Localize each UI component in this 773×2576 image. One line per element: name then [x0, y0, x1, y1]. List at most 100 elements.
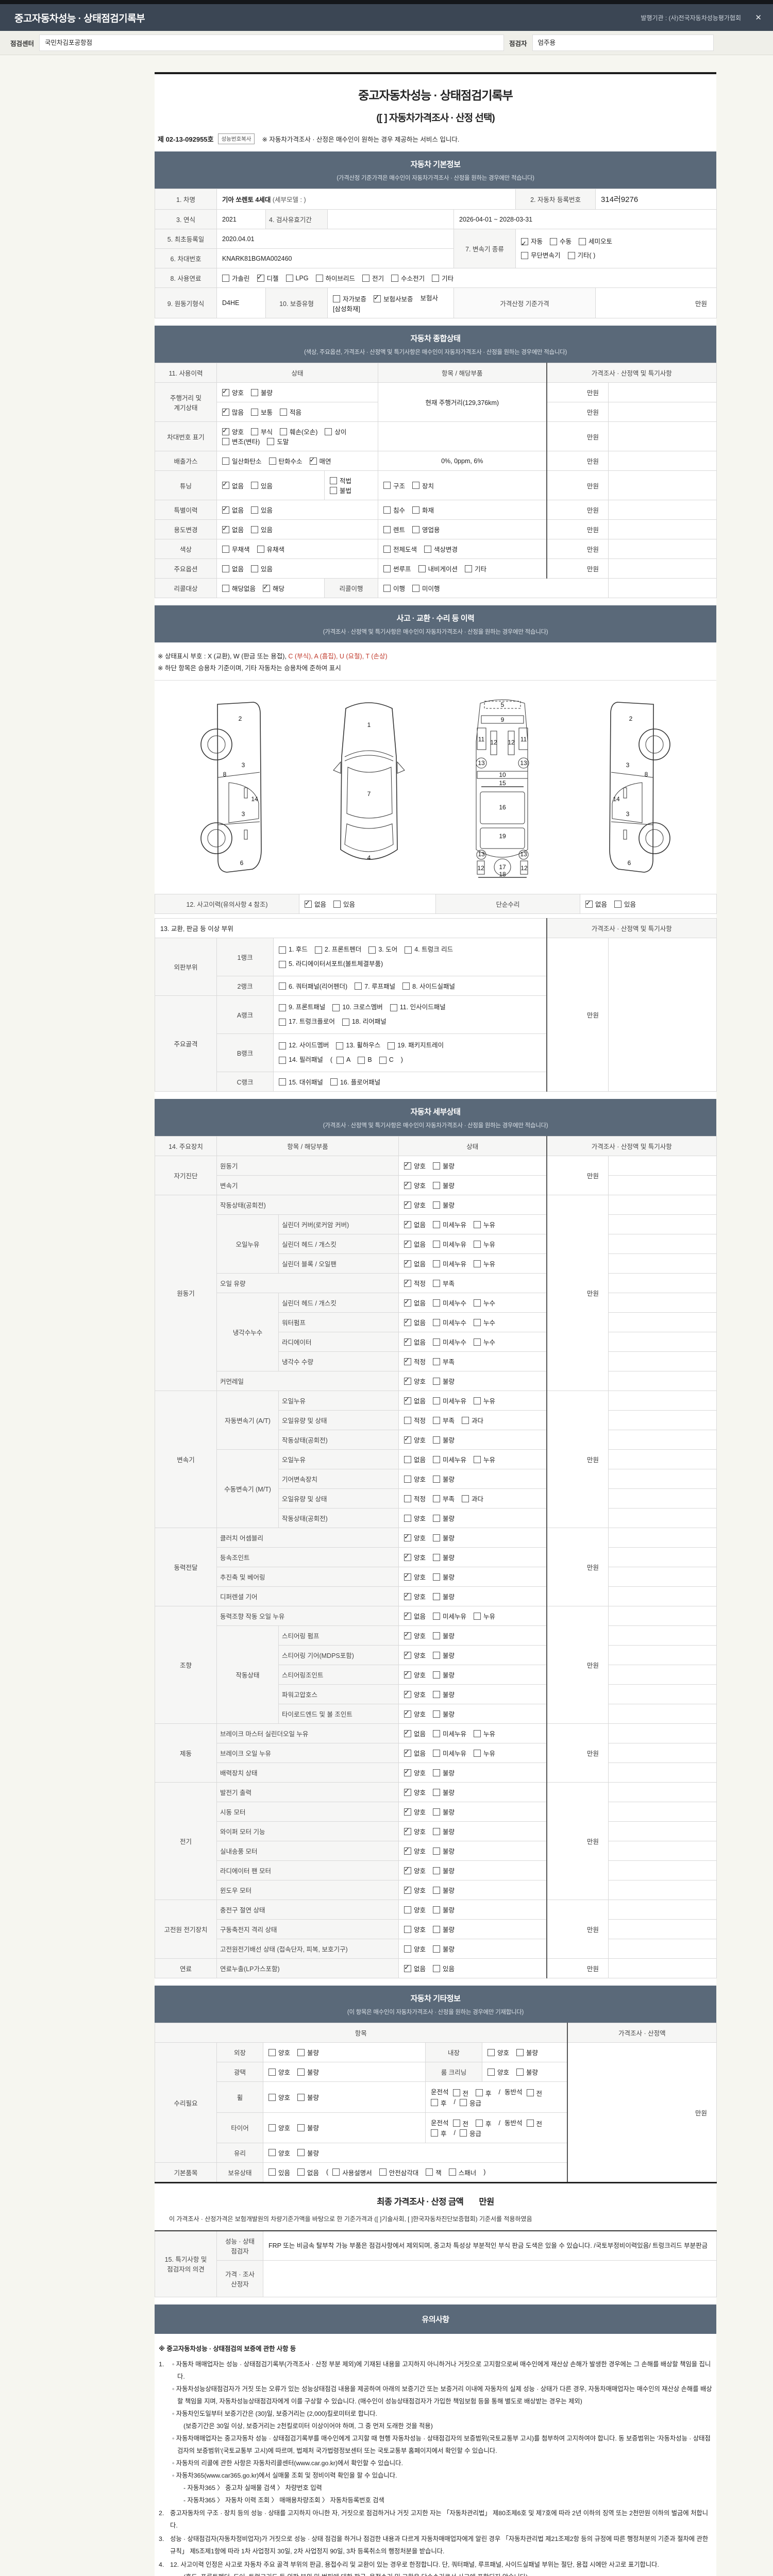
checkbox-unchecked[interactable]: 누수 [474, 1317, 495, 1327]
checkbox-unchecked[interactable]: 미세누수 [433, 1298, 466, 1308]
checkbox-unchecked[interactable]: 후 [431, 2128, 447, 2138]
checkbox-unchecked[interactable]: 불량 [433, 1572, 455, 1582]
checkbox-unchecked[interactable]: 부족 [433, 1357, 455, 1366]
checkbox-unchecked[interactable]: 세미오토 [579, 235, 612, 248]
checkbox-unchecked[interactable]: 무채색 [222, 544, 250, 554]
checkbox-unchecked[interactable]: 불량 [433, 1533, 455, 1543]
checkbox-checked[interactable]: 없음 [404, 1396, 426, 1405]
checkbox-checked[interactable]: 적정 [404, 1278, 426, 1288]
checkbox-unchecked[interactable]: 상이 [325, 427, 346, 436]
checkbox-checked[interactable]: 양호 [404, 1650, 426, 1660]
checkbox-checked[interactable]: 양호 [222, 427, 244, 436]
checkbox-unchecked[interactable]: 누유 [474, 1748, 495, 1758]
checkbox-checked[interactable]: 양호 [404, 1866, 426, 1875]
checkbox-unchecked[interactable]: 보통 [251, 407, 273, 417]
checkbox-checked[interactable]: 없음 [585, 899, 607, 909]
checkbox-unchecked[interactable]: 불량 [433, 1905, 455, 1914]
checkbox-unchecked[interactable]: 불량 [516, 2067, 538, 2077]
inspector-field[interactable]: 엄주용 [532, 35, 714, 51]
checkbox-checked[interactable]: 적정 [404, 1357, 426, 1366]
checkbox-unchecked[interactable]: 썬루프 [383, 564, 411, 573]
checkbox-unchecked[interactable]: 불량 [251, 387, 273, 397]
checkbox-checked[interactable]: 없음 [404, 1317, 426, 1327]
checkbox-unchecked[interactable]: 기타( ) [567, 249, 595, 262]
checkbox-unchecked[interactable]: 불량 [433, 1631, 455, 1640]
checkbox-checked[interactable]: 없음 [404, 1337, 426, 1347]
checkbox-unchecked[interactable]: 18. 리어패널 [342, 1015, 386, 1029]
checkbox-unchecked[interactable]: 불량 [297, 2123, 319, 2132]
checkbox-unchecked[interactable]: 미세누유 [433, 1239, 466, 1249]
checkbox-unchecked[interactable]: 없음 [222, 564, 244, 573]
checkbox-checked[interactable]: 없음 [404, 1748, 426, 1758]
checkbox-unchecked[interactable]: 양호 [404, 1944, 426, 1954]
checkbox-unchecked[interactable]: 양호 [268, 2148, 290, 2158]
checkbox-checked[interactable]: 양호 [404, 1885, 426, 1895]
checkbox-unchecked[interactable]: 양호 [404, 1474, 426, 1484]
checkbox-unchecked[interactable]: 있음 [251, 481, 273, 490]
checkbox-unchecked[interactable]: 누수 [474, 1298, 495, 1308]
checkbox-unchecked[interactable]: 19. 패키지트레이 [388, 1039, 444, 1053]
checkbox-unchecked[interactable]: 누유 [474, 1396, 495, 1405]
checkbox-unchecked[interactable]: 후 [431, 2098, 447, 2108]
checkbox-checked[interactable]: 양호 [404, 1631, 426, 1640]
checkbox-unchecked[interactable]: 영업용 [412, 524, 440, 534]
checkbox-unchecked[interactable]: 불량 [433, 1670, 455, 1680]
checkbox-unchecked[interactable]: 있음 [333, 899, 355, 909]
checkbox-unchecked[interactable]: 불량 [433, 1787, 455, 1797]
checkbox-unchecked[interactable]: 불량 [433, 1513, 455, 1523]
checkbox-checked[interactable]: 양호 [404, 1709, 426, 1719]
checkbox-unchecked[interactable]: 7. 루프패널 [355, 981, 395, 991]
checkbox-unchecked[interactable]: 누유 [474, 1728, 495, 1738]
checkbox-checked[interactable]: 양호 [404, 1807, 426, 1817]
checkbox-checked[interactable]: 없음 [404, 1219, 426, 1229]
checkbox-unchecked[interactable]: 안전삼각대 [379, 2167, 418, 2177]
checkbox-unchecked[interactable]: 양호 [268, 2067, 290, 2077]
checkbox-unchecked[interactable]: 불량 [433, 1885, 455, 1895]
checkbox-unchecked[interactable]: 미세누유 [433, 1219, 466, 1229]
checkbox-unchecked[interactable]: 불량 [433, 1944, 455, 1954]
checkbox-unchecked[interactable]: 10. 크로스멤버 [332, 1001, 383, 1015]
checkbox-unchecked[interactable]: 적법 [330, 476, 351, 485]
checkbox-unchecked[interactable]: 미세누수 [433, 1337, 466, 1347]
checkbox-unchecked[interactable]: 부족 [433, 1415, 455, 1425]
checkbox-unchecked[interactable]: 1. 후드 [279, 943, 308, 957]
checkbox-unchecked[interactable]: 내비게이션 [418, 564, 458, 573]
checkbox-checked[interactable]: 양호 [404, 1768, 426, 1777]
checkbox-checked[interactable]: 없음 [404, 1963, 426, 1973]
checkbox-unchecked[interactable]: 양호 [268, 2123, 290, 2132]
checkbox-unchecked[interactable]: 14. 필러패널 [279, 1053, 323, 1067]
checkbox-unchecked[interactable]: LPG [285, 274, 309, 282]
checkbox-checked[interactable]: 양호 [404, 1689, 426, 1699]
checkbox-unchecked[interactable]: 누유 [474, 1259, 495, 1268]
checkbox-checked[interactable]: 없음 [404, 1259, 426, 1268]
checkbox-unchecked[interactable]: 미세누유 [433, 1396, 466, 1405]
checkbox-unchecked[interactable]: 불량 [433, 1591, 455, 1601]
checkbox-checked[interactable]: 보험사보증 [374, 294, 413, 303]
checkbox-unchecked[interactable]: 후 [476, 2088, 492, 2098]
checkbox-unchecked[interactable]: 해당없음 [222, 583, 256, 593]
checkbox-checked[interactable]: 양호 [404, 1787, 426, 1797]
checkbox-unchecked[interactable]: 양호 [404, 1513, 426, 1523]
checkbox-unchecked[interactable]: 훼손(오손) [280, 427, 317, 436]
checkbox-checked[interactable]: 양호 [404, 1846, 426, 1856]
checkbox-unchecked[interactable]: 누수 [474, 1337, 495, 1347]
checkbox-unchecked[interactable]: 불량 [433, 1435, 455, 1445]
checkbox-unchecked[interactable]: 불량 [433, 1768, 455, 1777]
checkbox-unchecked[interactable]: 미세누유 [433, 1259, 466, 1268]
checkbox-unchecked[interactable]: 전 [452, 2119, 468, 2128]
copy-number-button[interactable]: 성능번호복사 [217, 133, 255, 144]
checkbox-unchecked[interactable]: 양호 [268, 2047, 290, 2057]
checkbox-unchecked[interactable]: 응급 [460, 2098, 481, 2108]
checkbox-unchecked[interactable]: 과다 [462, 1494, 483, 1503]
checkbox-unchecked[interactable]: 스패너 [448, 2167, 476, 2177]
checkbox-unchecked[interactable]: 사용설명서 [332, 2167, 372, 2177]
checkbox-checked[interactable]: 많음 [222, 407, 244, 417]
checkbox-unchecked[interactable]: 자가보증 [333, 294, 366, 303]
checkbox-unchecked[interactable]: 색상변경 [424, 544, 458, 554]
checkbox-unchecked[interactable]: 일산화탄소 [222, 456, 262, 466]
checkbox-unchecked[interactable]: 렌트 [383, 524, 405, 534]
checkbox-unchecked[interactable]: 8. 사이드실패널 [402, 981, 455, 991]
checkbox-unchecked[interactable]: 누유 [474, 1219, 495, 1229]
checkbox-unchecked[interactable]: 11. 인사이드패널 [390, 1001, 446, 1015]
checkbox-unchecked[interactable]: 가솔린 [222, 273, 250, 283]
